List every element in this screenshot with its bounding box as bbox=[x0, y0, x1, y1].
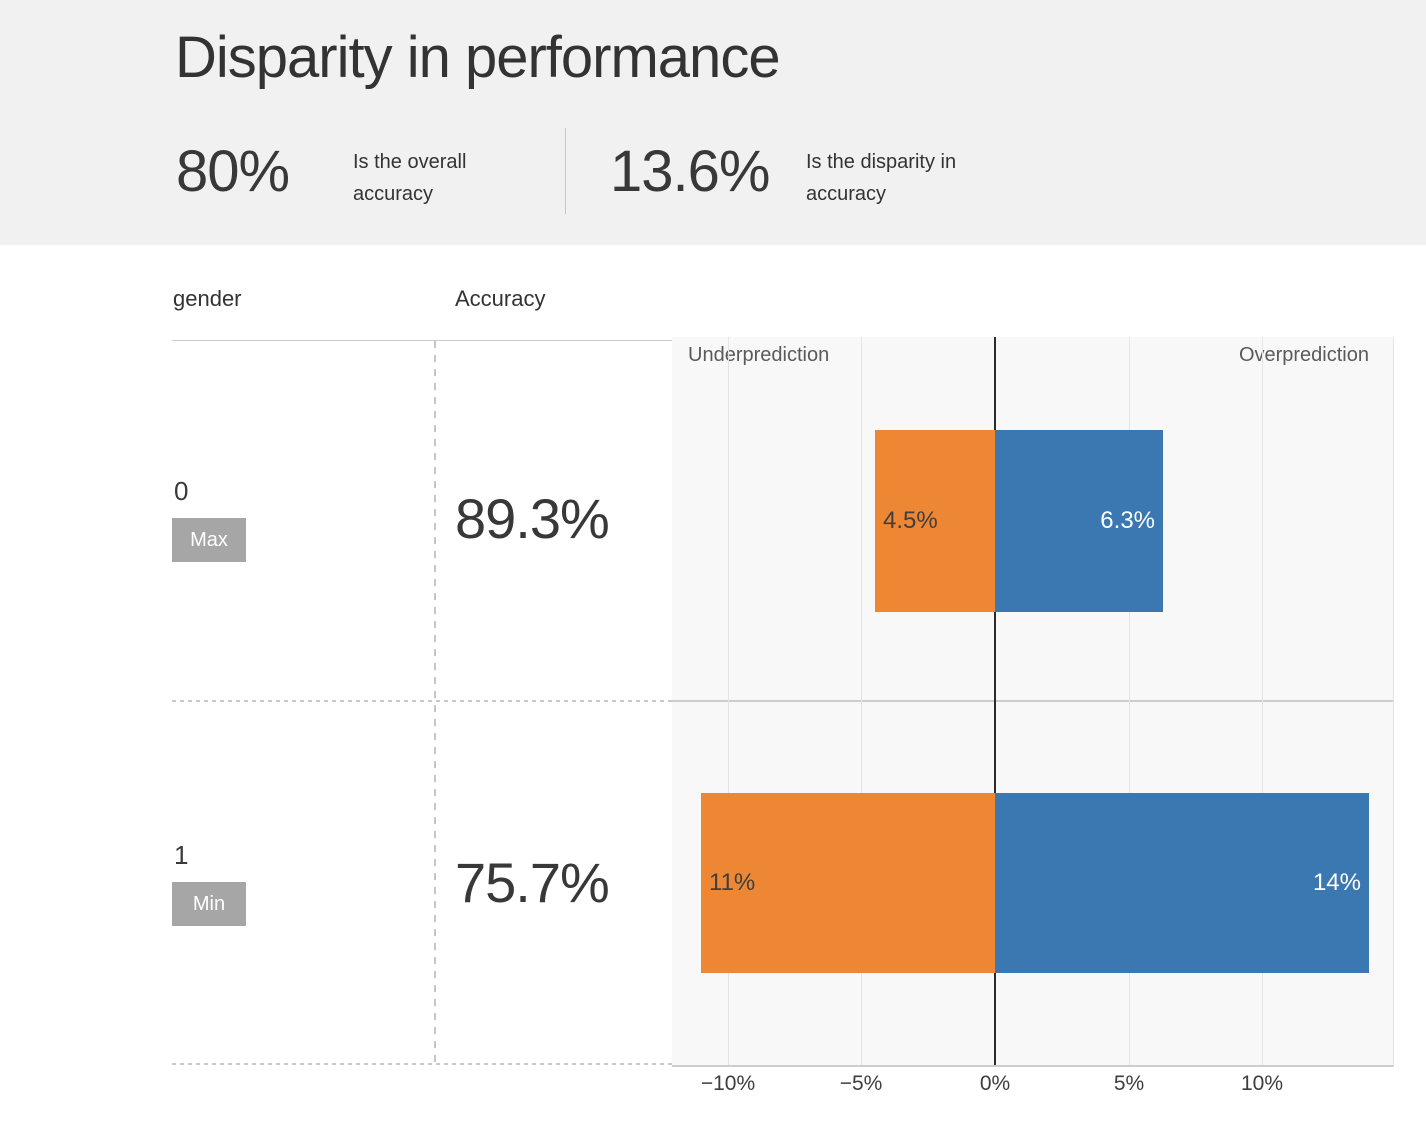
chart-row-divider bbox=[672, 700, 1393, 702]
overprediction-label: Overprediction bbox=[1238, 344, 1369, 366]
overprediction-bar-label: 6.3% bbox=[1100, 507, 1155, 534]
stats-divider bbox=[565, 128, 566, 214]
chart-area: Underprediction Overprediction 4.5% 6.3% 1… bbox=[672, 337, 1394, 1067]
group-label: 0 bbox=[174, 476, 189, 506]
column-header-gender: gender bbox=[173, 286, 242, 311]
overprediction-bar: 14% bbox=[995, 793, 1369, 973]
bottom-divider-dashed bbox=[172, 1063, 672, 1065]
x-axis-tick-label: −10% bbox=[700, 1072, 756, 1095]
overall-accuracy-label: Is the overall accuracy bbox=[353, 151, 467, 205]
zero-line bbox=[994, 337, 996, 1065]
underprediction-bar-label: 11% bbox=[709, 869, 756, 896]
x-axis-tick-label: −5% bbox=[839, 1072, 883, 1095]
underprediction-bar-label: 4.5% bbox=[883, 507, 938, 534]
accuracy-value: 89.3% bbox=[455, 487, 610, 550]
header-panel: Disparity in performance 80% Is the over… bbox=[0, 0, 1426, 245]
gridline bbox=[1129, 337, 1130, 1065]
disparity-accuracy-label: Is the disparity in accuracy bbox=[806, 151, 957, 205]
row-divider-dashed bbox=[172, 700, 672, 702]
page-title: Disparity in performance bbox=[175, 25, 781, 90]
group-badge-min: Min bbox=[172, 882, 246, 926]
overprediction-bar: 6.3% bbox=[995, 430, 1163, 612]
column-header-accuracy: Accuracy bbox=[455, 286, 546, 311]
group-label: 1 bbox=[174, 840, 189, 870]
gridline bbox=[861, 337, 862, 1065]
accuracy-value: 75.7% bbox=[455, 851, 610, 914]
x-axis-tick-label: 10% bbox=[1240, 1072, 1284, 1095]
underprediction-bar: 11% bbox=[701, 793, 995, 973]
column-divider-dashed bbox=[434, 341, 436, 1065]
group-badge-max: Max bbox=[172, 518, 246, 562]
overprediction-bar-label: 14% bbox=[1312, 869, 1361, 896]
overall-accuracy-value: 80% bbox=[176, 139, 290, 204]
x-axis-tick-label: 5% bbox=[1113, 1072, 1145, 1095]
disparity-accuracy-value: 13.6% bbox=[610, 139, 770, 204]
underprediction-bar: 4.5% bbox=[875, 430, 995, 612]
gridline bbox=[728, 337, 729, 1065]
underprediction-label: Underprediction bbox=[688, 344, 830, 366]
x-axis-tick-label: 0% bbox=[979, 1072, 1011, 1095]
gridline bbox=[1262, 337, 1263, 1065]
